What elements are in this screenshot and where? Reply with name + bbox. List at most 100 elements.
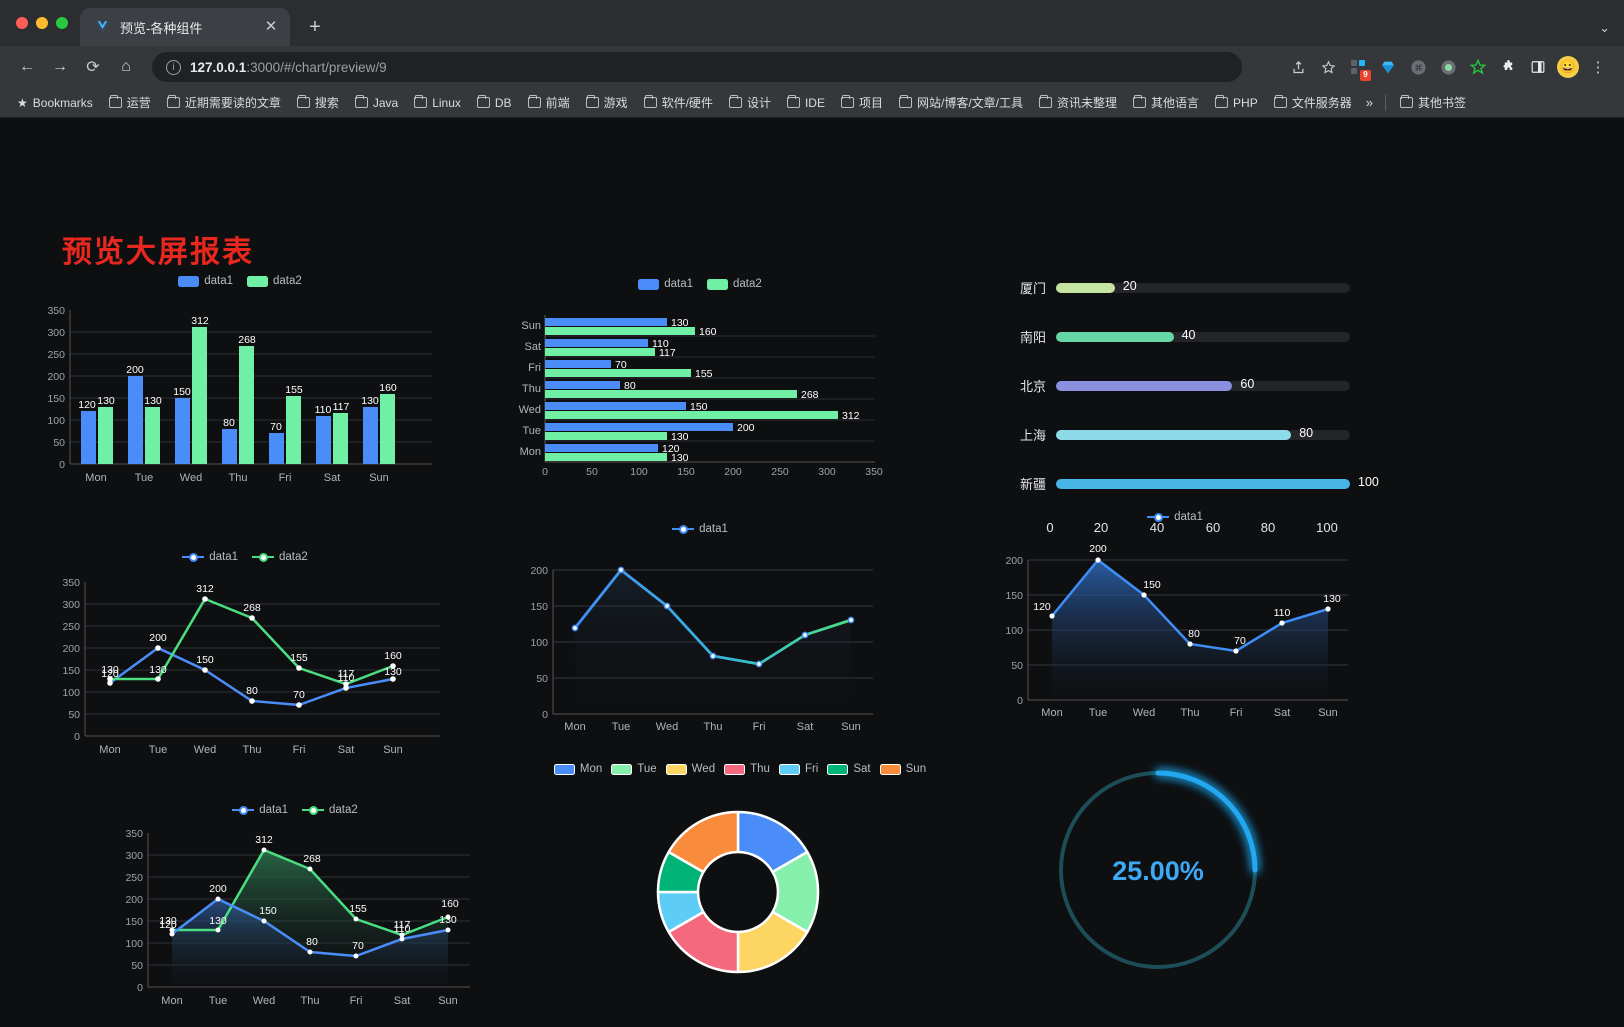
bookmark-folder[interactable]: 资讯未整理: [1032, 91, 1124, 114]
close-window-button[interactable]: [16, 17, 28, 29]
legend-swatch: [178, 275, 200, 287]
menu-kebab-icon[interactable]: ⋮: [1590, 59, 1606, 76]
sidebar-icon[interactable]: [1524, 53, 1552, 81]
tabstrip-collapse-icon[interactable]: ⌄: [1599, 20, 1610, 35]
progress-track[interactable]: 60: [1056, 377, 1350, 391]
progress-track[interactable]: 20: [1056, 279, 1350, 293]
svg-text:130: 130: [144, 395, 162, 407]
bookmark-folder[interactable]: 设计: [722, 91, 778, 114]
dashboard-page: 预览大屏报表 data1 data2 350 300 250 200 150 100: [0, 118, 1624, 1027]
bookmarks-root[interactable]: ★ Bookmarks: [10, 93, 100, 113]
bookmark-folder[interactable]: Linux: [407, 93, 468, 113]
svg-text:Sat: Sat: [394, 995, 411, 1007]
bookmark-folder[interactable]: 网站/博客/文章/工具: [892, 91, 1030, 114]
url-path: :3000/#/chart/preview/9: [246, 59, 387, 75]
svg-text:150: 150: [1005, 590, 1023, 602]
svg-text:200: 200: [737, 422, 755, 434]
bookmark-folder[interactable]: 运营: [102, 91, 158, 114]
bookmark-folder[interactable]: Java: [348, 93, 405, 113]
site-info-icon[interactable]: i: [166, 59, 181, 75]
svg-text:130: 130: [671, 452, 689, 464]
bookmark-folder[interactable]: PHP: [1208, 93, 1265, 113]
avatar[interactable]: 😀: [1554, 53, 1582, 81]
close-tab-button[interactable]: ✕: [264, 18, 278, 35]
svg-text:50: 50: [68, 709, 80, 721]
puzzle-icon[interactable]: [1494, 53, 1522, 81]
circle-icon[interactable]: [1434, 53, 1462, 81]
bookmark-folder[interactable]: 文件服务器: [1267, 91, 1359, 114]
legend-item-data1[interactable]: data1: [638, 278, 693, 290]
home-button[interactable]: ⌂: [121, 58, 131, 75]
forward-button[interactable]: →: [52, 58, 68, 75]
bookmark-folder[interactable]: 游戏: [579, 91, 635, 114]
bookmark-star-icon[interactable]: [1314, 53, 1342, 81]
legend-item-data2[interactable]: data2: [252, 551, 308, 563]
diamond-icon[interactable]: [1374, 53, 1402, 81]
bookmark-folder[interactable]: 软件/硬件: [637, 91, 720, 114]
minimize-window-button[interactable]: [36, 17, 48, 29]
legend-item-data2[interactable]: data2: [247, 275, 302, 287]
legend-item-thu[interactable]: Thu: [724, 763, 770, 775]
extension-grid-icon[interactable]: 9: [1344, 53, 1372, 81]
back-button[interactable]: ←: [19, 58, 35, 75]
legend-item-data1[interactable]: data1: [232, 804, 288, 816]
legend-item-data2[interactable]: data2: [302, 804, 358, 816]
bookmark-folder[interactable]: 搜索: [290, 91, 346, 114]
legend-item-tue[interactable]: Tue: [611, 763, 657, 775]
legend-item-sat[interactable]: Sat: [827, 763, 871, 775]
maximize-window-button[interactable]: [56, 17, 68, 29]
svg-text:155: 155: [290, 652, 308, 664]
bookmark-label: 网站/博客/文章/工具: [916, 96, 1023, 110]
svg-text:Wed: Wed: [194, 744, 216, 756]
progress-track[interactable]: 100: [1056, 475, 1379, 489]
svg-text:80: 80: [306, 936, 318, 948]
bookmark-label: 文件服务器: [1291, 96, 1352, 110]
svg-text:80: 80: [1188, 628, 1200, 640]
bookmark-folder[interactable]: 其他语言: [1126, 91, 1206, 114]
legend-item-sun[interactable]: Sun: [879, 763, 926, 775]
share-icon[interactable]: [1284, 53, 1312, 81]
progress-track[interactable]: 80: [1056, 426, 1350, 440]
legend-line: [252, 552, 274, 562]
svg-text:70: 70: [293, 689, 305, 701]
legend-item-data1[interactable]: data1: [178, 275, 233, 287]
legend-item-data1[interactable]: data1: [672, 523, 728, 535]
progress-track[interactable]: 40: [1056, 328, 1350, 342]
svg-text:250: 250: [771, 466, 789, 478]
svg-text:70: 70: [615, 359, 627, 371]
bookmark-folder[interactable]: 近期需要读的文章: [160, 91, 288, 114]
address-bar[interactable]: i 127.0.0.1:3000/#/chart/preview/9: [152, 52, 1242, 82]
svg-text:120: 120: [1033, 601, 1051, 613]
progress-fill: [1056, 282, 1115, 293]
legend-item-fri[interactable]: Fri: [778, 763, 819, 775]
svg-text:Sat: Sat: [324, 472, 341, 482]
bookmarks-overflow-button[interactable]: »: [1365, 95, 1373, 110]
new-tab-button[interactable]: +: [309, 16, 321, 38]
legend-item-data1[interactable]: data1: [1147, 511, 1203, 523]
svg-text:0: 0: [542, 466, 548, 478]
legend-label: Fri: [804, 763, 819, 775]
bookmark-folder[interactable]: DB: [470, 93, 519, 113]
bookmark-folder[interactable]: 项目: [834, 91, 890, 114]
bookmark-folder[interactable]: IDE: [780, 93, 832, 113]
progress-row: 新疆 100: [1000, 474, 1379, 493]
bookmark-label: 项目: [858, 96, 883, 110]
progress-fill: [1056, 380, 1233, 391]
svg-text:Tue: Tue: [209, 995, 228, 1007]
legend-item-data2[interactable]: data2: [707, 278, 762, 290]
legend-label: data1: [664, 278, 693, 290]
svg-text:Tue: Tue: [612, 721, 631, 730]
legend-item-wed[interactable]: Wed: [665, 763, 715, 775]
browser-tab[interactable]: 预览-各种组件 ✕: [80, 8, 290, 46]
progress-axis: 0 20 40 60 80 100: [1046, 520, 1337, 535]
legend-item-data1[interactable]: data1: [182, 551, 238, 563]
bookmark-folder[interactable]: 前端: [521, 91, 577, 114]
legend-item-mon[interactable]: Mon: [553, 763, 602, 775]
svg-text:200: 200: [62, 643, 80, 655]
star-outline-icon[interactable]: [1464, 53, 1492, 81]
progress-value: 100: [1358, 474, 1379, 489]
svg-text:Tue: Tue: [135, 472, 154, 482]
other-bookmarks-folder[interactable]: 其他书签: [1393, 91, 1473, 114]
command-icon[interactable]: ⌘: [1404, 53, 1432, 81]
reload-button[interactable]: ⟳: [86, 59, 100, 76]
